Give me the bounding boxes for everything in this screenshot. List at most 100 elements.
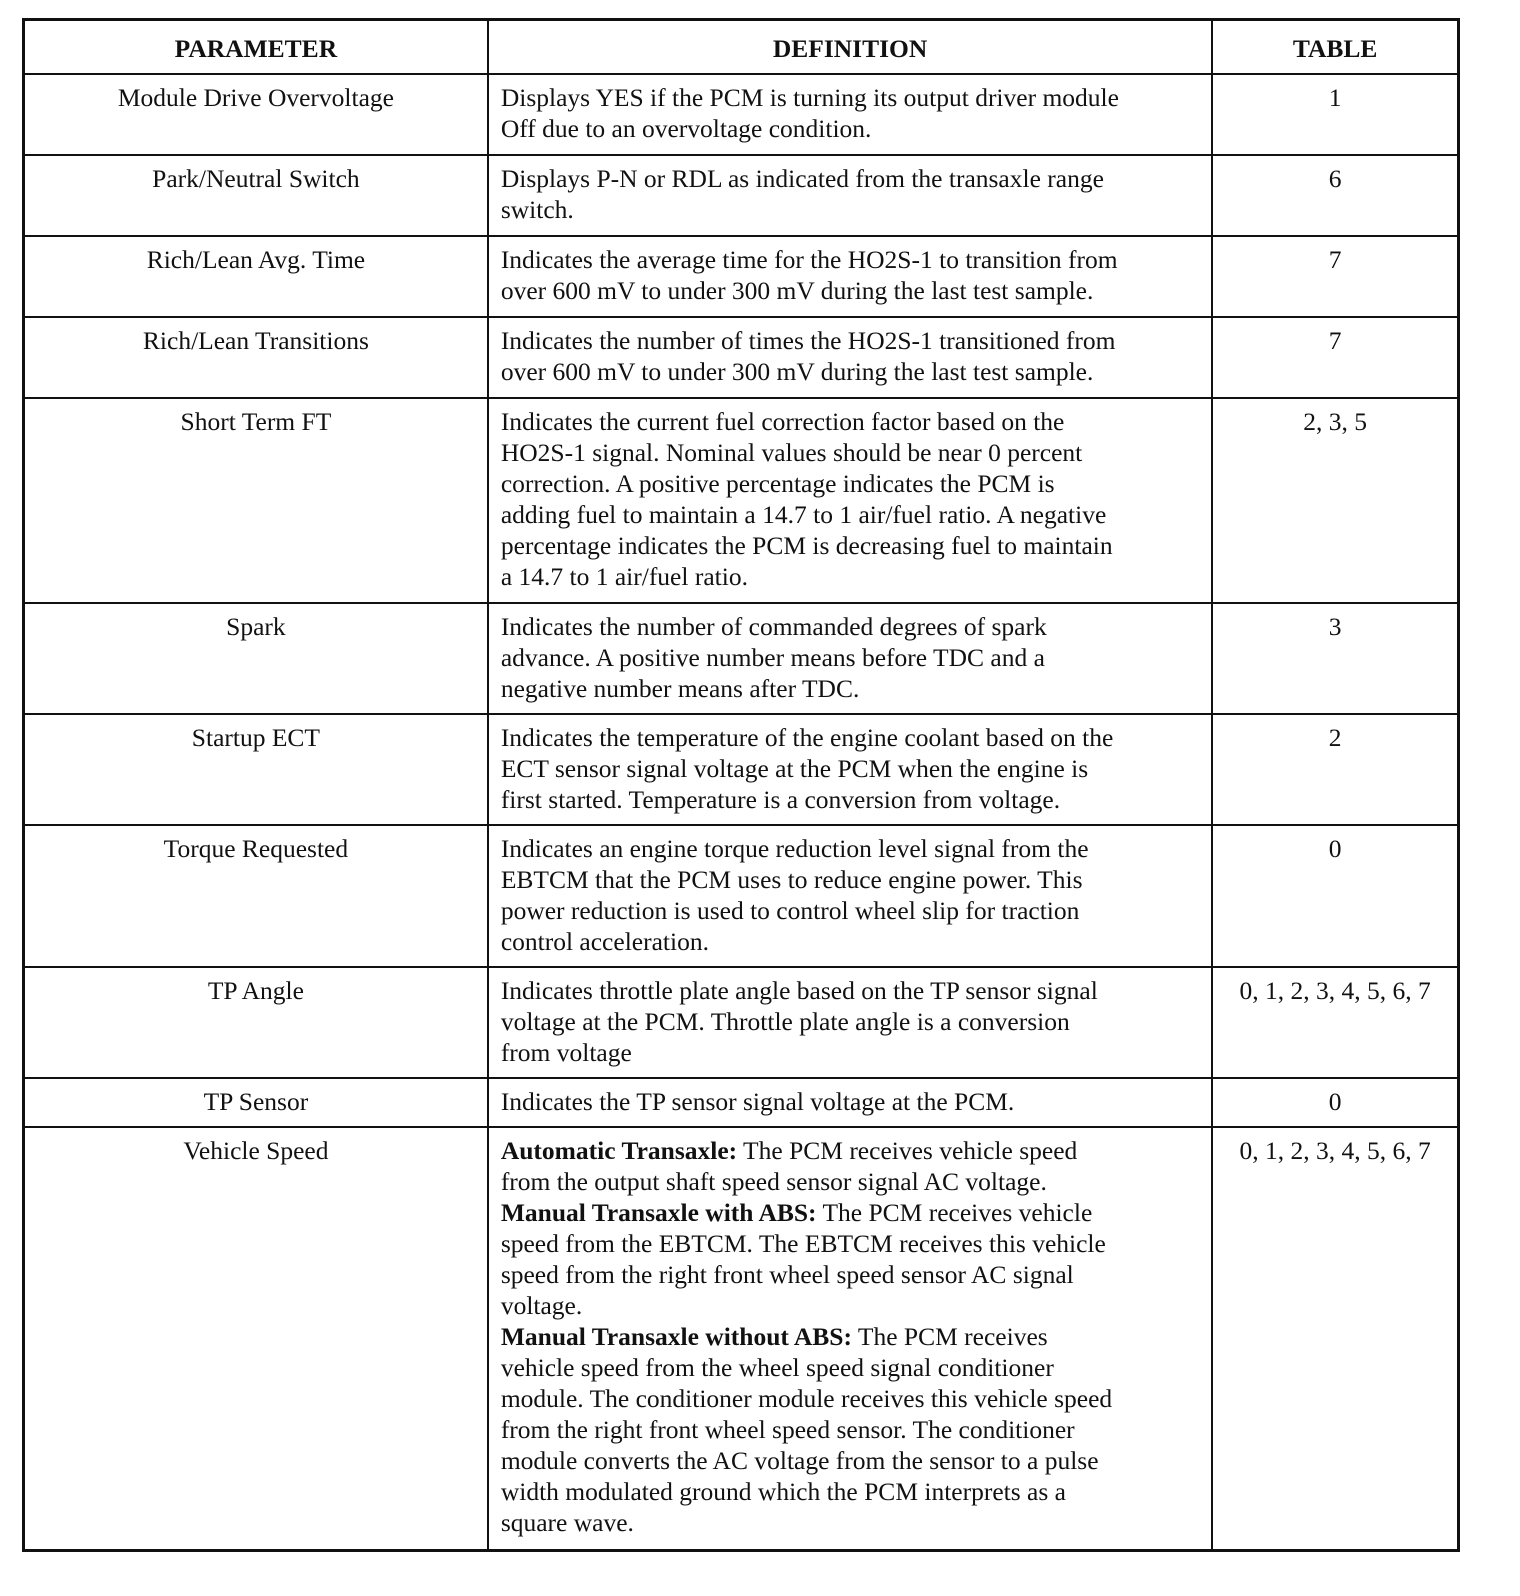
definition-line: a 14.7 to 1 air/fuel ratio. [501,561,1200,592]
definition-line: module converts the AC voltage from the … [501,1445,1200,1476]
definition-text: Indicates the TP sensor signal voltage a… [500,1087,1015,1116]
definition-line: Indicates the number of commanded degree… [501,611,1200,642]
definition-text: Displays P-N or RDL as indicated from th… [500,164,1104,193]
definition-text: adding fuel to maintain a 14.7 to 1 air/… [500,500,1107,529]
definition-line: module. The conditioner module receives … [501,1383,1200,1414]
table-row: Spark Indicates the number of commanded d… [22,602,1460,715]
definition-line: Indicates throttle plate angle based on … [501,975,1200,1006]
parameter-table: PARAMETER DEFINITION TABLE Module Drive … [22,18,1460,1552]
definition-line: voltage at the PCM. Throttle plate angle… [501,1006,1200,1037]
definition-cell: Indicates the current fuel correction fa… [486,397,1214,604]
definition-line: width modulated ground which the PCM int… [501,1476,1200,1507]
definition-cell: Indicates the average time for the HO2S-… [486,235,1214,318]
definition-text: The PCM receives [851,1322,1048,1351]
table-row: Module Drive Overvoltage Displays YES if … [22,73,1460,156]
table-row: Vehicle Speed Automatic Transaxle: The PC… [22,1126,1460,1552]
definition-line: Indicates the temperature of the engine … [501,722,1200,753]
definition-text: speed from the EBTCM. The EBTCM receives… [500,1229,1106,1258]
parameter-cell: TP Angle [22,966,489,1079]
table-row: Rich/Lean Avg. Time Indicates the average… [22,235,1460,318]
definition-text: module converts the AC voltage from the … [500,1446,1099,1475]
definition-line: over 600 mV to under 300 mV during the l… [501,275,1200,306]
table-cell: 2, 3, 5 [1211,397,1460,604]
definition-line: HO2S-1 signal. Nominal values should be … [501,437,1200,468]
definition-text: Indicates the number of times the HO2S-1… [500,326,1116,355]
parameter-cell: Startup ECT [22,713,489,826]
definition-text: power reduction is used to control wheel… [500,896,1080,925]
definition-cell: Indicates an engine torque reduction lev… [486,824,1214,968]
definition-text: Displays YES if the PCM is turning its o… [500,83,1119,112]
definition-cell: Indicates the TP sensor signal voltage a… [486,1077,1214,1128]
table-row: Short Term FT Indicates the current fuel … [22,397,1460,604]
definition-text: ECT sensor signal voltage at the PCM whe… [500,754,1089,783]
definition-line: percentage indicates the PCM is decreasi… [501,530,1200,561]
table-cell: 3 [1211,602,1460,715]
definition-text: from the right front wheel speed sensor.… [500,1415,1075,1444]
header-table: TABLE [1211,18,1460,75]
definition-text: Indicates the average time for the HO2S-… [500,245,1118,274]
definition-text: over 600 mV to under 300 mV during the l… [500,276,1094,305]
definition-cell: Indicates the number of times the HO2S-1… [486,316,1214,399]
definition-line: Indicates the current fuel correction fa… [501,406,1200,437]
table-cell: 1 [1211,73,1460,156]
definition-cell: Automatic Transaxle: The PCM receives ve… [486,1126,1214,1552]
definition-text: from voltage [500,1038,632,1067]
table-row: Rich/Lean Transitions Indicates the numbe… [22,316,1460,399]
parameter-cell: Torque Requested [22,824,489,968]
definition-text: vehicle speed from the wheel speed signa… [500,1353,1054,1382]
definition-line: Manual Transaxle without ABS: The PCM re… [501,1321,1200,1352]
parameter-cell: Short Term FT [22,397,489,604]
table-row: TP Angle Indicates throttle plate angle b… [22,966,1460,1079]
definition-text: Indicates the current fuel correction fa… [500,407,1065,436]
definition-text: speed from the right front wheel speed s… [500,1260,1074,1289]
definition-line: speed from the right front wheel speed s… [501,1259,1200,1290]
definition-line: from voltage [501,1037,1200,1068]
definition-text: Indicates throttle plate angle based on … [500,976,1098,1005]
definition-text: control acceleration. [500,927,709,956]
definition-text: EBTCM that the PCM uses to reduce engine… [500,865,1083,894]
definition-line: Automatic Transaxle: The PCM receives ve… [501,1135,1200,1166]
definition-cell: Displays YES if the PCM is turning its o… [486,73,1214,156]
table-cell: 6 [1211,154,1460,237]
definition-line: Indicates the TP sensor signal voltage a… [501,1086,1200,1117]
table-cell: 0, 1, 2, 3, 4, 5, 6, 7 [1211,966,1460,1079]
definition-text: switch. [500,195,574,224]
definition-line: speed from the EBTCM. The EBTCM receives… [501,1228,1200,1259]
definition-text: correction. A positive percentage indica… [500,469,1055,498]
definition-text: Indicates the number of commanded degree… [500,612,1047,641]
table-cell: 0 [1211,824,1460,968]
definition-text: advance. A positive number means before … [500,643,1045,672]
definition-text: module. The conditioner module receives … [500,1384,1113,1413]
definition-line: over 600 mV to under 300 mV during the l… [501,356,1200,387]
definition-line: square wave. [501,1507,1200,1538]
table-row: Park/Neutral Switch Displays P-N or RDL a… [22,154,1460,237]
parameter-cell: Rich/Lean Avg. Time [22,235,489,318]
parameter-cell: Park/Neutral Switch [22,154,489,237]
definition-line: Displays P-N or RDL as indicated from th… [501,163,1200,194]
definition-text: HO2S-1 signal. Nominal values should be … [500,438,1083,467]
header-parameter: PARAMETER [22,18,489,75]
definition-line: ECT sensor signal voltage at the PCM whe… [501,753,1200,784]
definition-text: Indicates an engine torque reduction lev… [500,834,1089,863]
definition-text: Indicates the temperature of the engine … [500,723,1114,752]
definition-text: voltage. [500,1291,583,1320]
definition-line: correction. A positive percentage indica… [501,468,1200,499]
definition-line: from the right front wheel speed sensor.… [501,1414,1200,1445]
definition-text: first started. Temperature is a conversi… [500,785,1061,814]
definition-bold-label: Manual Transaxle with ABS: [500,1198,817,1227]
table-cell: 0, 1, 2, 3, 4, 5, 6, 7 [1211,1126,1460,1552]
definition-text: The PCM receives vehicle speed [737,1136,1078,1165]
definition-cell: Displays P-N or RDL as indicated from th… [486,154,1214,237]
parameter-cell: Vehicle Speed [22,1126,489,1552]
definition-line: adding fuel to maintain a 14.7 to 1 air/… [501,499,1200,530]
definition-text: square wave. [500,1508,634,1537]
definition-line: control acceleration. [501,926,1200,957]
table-row: TP Sensor Indicates the TP sensor signal … [22,1077,1460,1128]
definition-text: from the output shaft speed sensor signa… [500,1167,1047,1196]
definition-line: Indicates an engine torque reduction lev… [501,833,1200,864]
parameter-cell: Module Drive Overvoltage [22,73,489,156]
definition-line: advance. A positive number means before … [501,642,1200,673]
definition-line: power reduction is used to control wheel… [501,895,1200,926]
table-cell: 7 [1211,235,1460,318]
definition-text: a 14.7 to 1 air/fuel ratio. [500,562,748,591]
